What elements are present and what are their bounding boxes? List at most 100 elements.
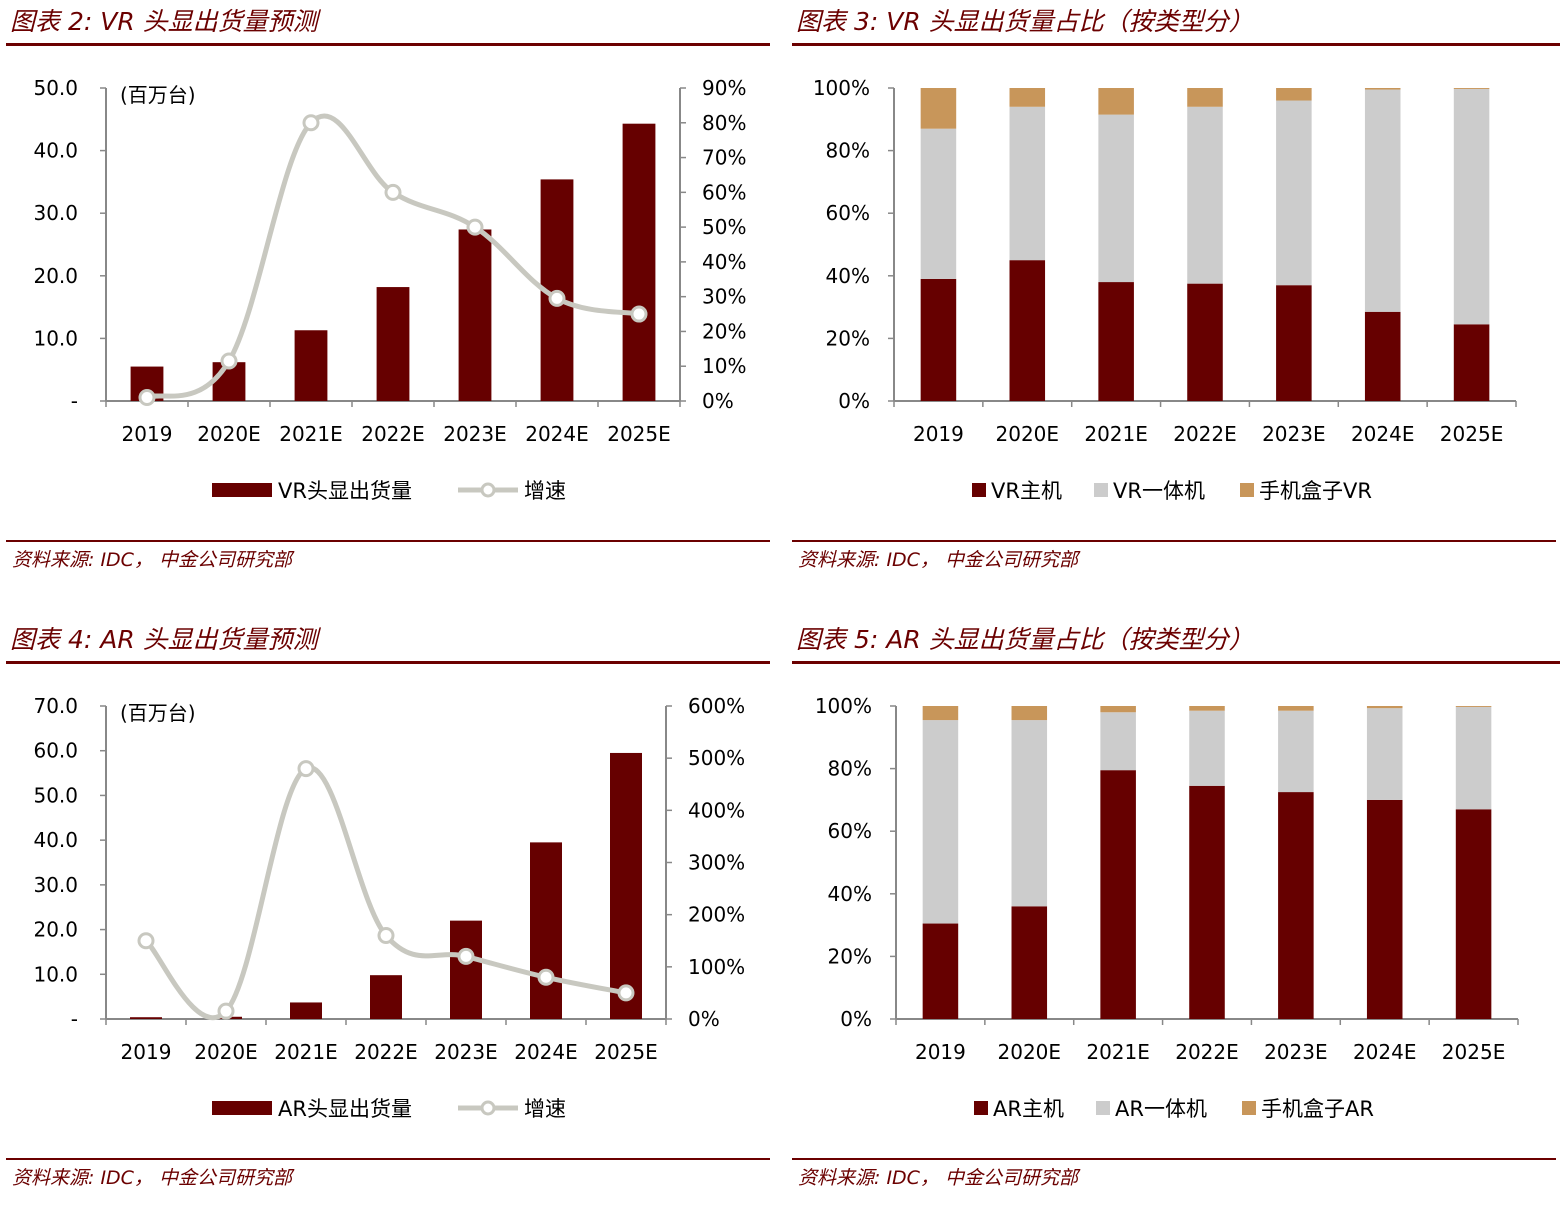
x-tick-label: 2020E: [197, 422, 261, 446]
bar-segment: [1009, 88, 1046, 107]
x-tick-label: 2022E: [354, 1040, 418, 1064]
legend-label: AR主机: [993, 1097, 1064, 1121]
bar: [610, 752, 642, 1019]
chart-title: 图表 3: VR 头显出货量占比（按类型分）: [796, 7, 1254, 36]
line-point: [384, 183, 402, 201]
bar-segment: [1364, 89, 1401, 312]
y-tick-label-right: 0%: [688, 1007, 720, 1031]
chart-ar-shipments: - 10.0 20.0 30.0 40.0 50.0 60.0 70.0 0% 100% 200% 3…: [33, 694, 745, 1121]
line-point: [617, 984, 635, 1002]
x-tick-label: 2023E: [434, 1040, 498, 1064]
bar-segment: [1187, 106, 1223, 284]
x-tick-label: 2019: [121, 1040, 172, 1064]
unit-label: (百万台): [120, 83, 196, 107]
x-tick-label: 2023E: [1262, 422, 1326, 446]
y-tick-label-right: 0%: [702, 389, 734, 413]
bar: [290, 1002, 322, 1019]
bar-segment: [1011, 706, 1048, 721]
y-tick-label: 60%: [828, 819, 872, 843]
x-tick-label: 2020E: [998, 1040, 1062, 1064]
y-tick-label-left: -: [71, 389, 78, 413]
y-tick-label-left: 30.0: [33, 873, 78, 897]
legend-swatch: [1096, 1101, 1110, 1115]
y-tick-label-right: 50%: [702, 215, 746, 239]
y-tick-label-right: 20%: [702, 319, 746, 343]
legend-swatch-bar: [212, 1101, 272, 1115]
bar-segment: [1009, 106, 1046, 261]
chart-panel-ar-shipments: 图表 4: AR 头显出货量预测 - 10.0 20.0 30.0 40.0 50.0 60…: [0, 618, 770, 1216]
y-tick-label-left: 50.0: [33, 76, 78, 100]
y-tick-label-right: 30%: [702, 285, 746, 309]
bar: [130, 1017, 162, 1019]
bar-segment: [1098, 88, 1134, 115]
bar-segment: [1189, 785, 1225, 1019]
y-tick-label-left: 20.0: [33, 918, 78, 942]
bar-segment: [1278, 710, 1314, 793]
bar-segment: [920, 128, 957, 279]
bar-segment: [1276, 100, 1312, 286]
bar-segment: [1189, 706, 1225, 711]
bar-segment: [1100, 770, 1136, 1019]
x-tick-label: 2020E: [194, 1040, 258, 1064]
title-rule: [6, 661, 770, 664]
chart-title: 图表 4: AR 头显出货量预测: [10, 625, 318, 654]
x-tick-label: 2019: [913, 422, 964, 446]
legend-swatch: [1242, 1101, 1256, 1115]
legend-label: VR头显出货量: [278, 479, 412, 503]
bar-segment: [1011, 906, 1048, 1019]
legend-swatch-point: [480, 1100, 496, 1116]
x-tick-label: 2022E: [361, 422, 425, 446]
y-tick-label-left: 10.0: [33, 962, 78, 986]
line-point: [137, 932, 155, 950]
bar-segment: [922, 923, 959, 1019]
y-tick-label-right: 70%: [702, 146, 746, 170]
bar-segment: [1364, 88, 1401, 90]
y-tick-label-right: 600%: [688, 694, 745, 718]
y-tick-label: 80%: [826, 139, 870, 163]
bar-segment: [1453, 88, 1490, 89]
bar: [294, 330, 328, 401]
y-tick-label: 20%: [828, 944, 872, 968]
y-tick-label-left: 40.0: [33, 139, 78, 163]
y-tick-label-right: 10%: [702, 354, 746, 378]
bar: [530, 842, 562, 1019]
x-tick-label: 2024E: [1351, 422, 1415, 446]
line-point: [466, 218, 484, 236]
y-tick-label: 20%: [826, 326, 870, 350]
bar-segment: [1366, 708, 1403, 800]
bar-segment: [1187, 283, 1223, 401]
title-rule: [6, 43, 770, 46]
legend-label: 手机盒子AR: [1261, 1097, 1374, 1121]
bar-segment: [1278, 792, 1314, 1019]
y-tick-label: 100%: [815, 694, 872, 718]
source-rule: [6, 540, 770, 542]
chart-panel-ar-share: 图表 5: AR 头显出货量占比（按类型分） 0% 20% 40% 60% 80% 100…: [786, 618, 1560, 1216]
bar: [622, 123, 656, 401]
x-tick-label: 2021E: [274, 1040, 338, 1064]
x-tick-label: 2024E: [514, 1040, 578, 1064]
legend-label: VR主机: [991, 479, 1062, 503]
x-tick-label: 2023E: [1264, 1040, 1328, 1064]
line-point: [297, 760, 315, 778]
y-tick-label-right: 300%: [688, 851, 745, 875]
y-tick-label-left: 60.0: [33, 739, 78, 763]
source-rule: [792, 540, 1556, 542]
y-tick-label-right: 90%: [702, 76, 746, 100]
y-tick-label-right: 100%: [688, 955, 745, 979]
bar-segment: [1100, 712, 1136, 771]
bar-segment: [1187, 88, 1223, 107]
line-point: [548, 289, 566, 307]
bar-segment: [1278, 706, 1314, 711]
x-tick-label: 2021E: [1084, 422, 1148, 446]
bar-segment: [1276, 88, 1312, 101]
bar-segment: [920, 278, 957, 401]
y-tick-label-right: 60%: [702, 180, 746, 204]
bar-segment: [1364, 311, 1401, 401]
x-tick-label: 2022E: [1175, 1040, 1239, 1064]
chart-source: 资料来源: IDC， 中金公司研究部: [798, 549, 1078, 571]
legend-swatch-point: [480, 482, 496, 498]
source-rule: [792, 1158, 1556, 1160]
chart-ar-share: 0% 20% 40% 60% 80% 100% 2019 2020E 2021E 2022E 202…: [815, 694, 1519, 1121]
y-tick-label-right: 80%: [702, 111, 746, 135]
x-tick-label: 2025E: [607, 422, 671, 446]
